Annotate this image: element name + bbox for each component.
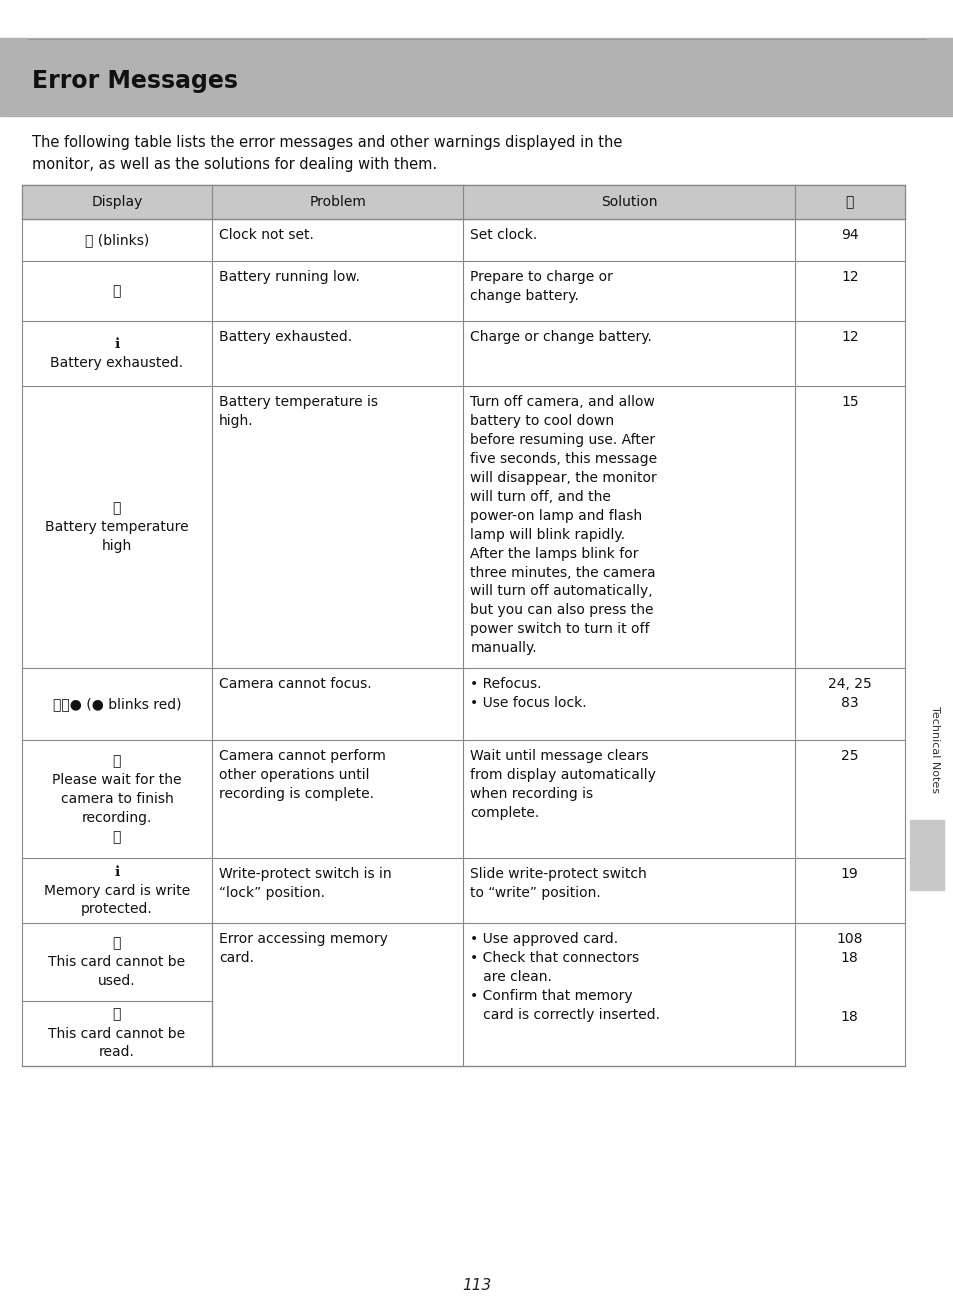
Text: ⎓: ⎓	[112, 284, 121, 298]
Text: Clock not set.: Clock not set.	[218, 229, 314, 242]
Bar	[22, 858, 904, 922]
Text: ＦＦ● (● blinks red): ＦＦ● (● blinks red)	[52, 696, 181, 711]
Text: 113: 113	[462, 1277, 491, 1293]
Text: Slide write-protect switch
to “write” position.: Slide write-protect switch to “write” po…	[470, 867, 646, 900]
Text: Problem: Problem	[309, 194, 366, 209]
Text: 24, 25
83: 24, 25 83	[827, 677, 871, 710]
Bar	[909, 820, 943, 890]
Text: Technical Notes: Technical Notes	[929, 707, 939, 794]
Text: Camera cannot focus.: Camera cannot focus.	[218, 677, 371, 691]
Text: 12: 12	[841, 269, 858, 284]
Bar	[22, 922, 904, 1001]
Text: Prepare to charge or
change battery.: Prepare to charge or change battery.	[470, 269, 613, 304]
Text: The following table lists the error messages and other warnings displayed in the: The following table lists the error mess…	[32, 135, 621, 172]
Text: ⓘ
This card cannot be
read.: ⓘ This card cannot be read.	[49, 1008, 185, 1059]
Text: Camera cannot perform
other operations until
recording is complete.: Camera cannot perform other operations u…	[218, 749, 385, 802]
Text: 15: 15	[841, 396, 858, 409]
Text: Charge or change battery.: Charge or change battery.	[470, 330, 652, 344]
Text: 108
18: 108 18	[836, 932, 862, 964]
Text: 25: 25	[841, 749, 858, 763]
Text: ⓪ (blinks): ⓪ (blinks)	[85, 233, 149, 247]
Text: ℹ
Battery exhausted.: ℹ Battery exhausted.	[51, 336, 183, 371]
Text: 12: 12	[841, 330, 858, 344]
Text: • Refocus.
• Use focus lock.: • Refocus. • Use focus lock.	[470, 677, 586, 710]
Text: ⓘ
This card cannot be
used.: ⓘ This card cannot be used.	[49, 936, 185, 988]
Bar	[0, 38, 953, 116]
Text: • Use approved card.
• Check that connectors
   are clean.
• Confirm that memory: • Use approved card. • Check that connec…	[470, 932, 659, 1022]
Text: Battery temperature is
high.: Battery temperature is high.	[218, 396, 377, 428]
Bar	[22, 740, 904, 858]
Text: ⓘ
Battery temperature
high: ⓘ Battery temperature high	[45, 501, 189, 553]
Text: Write-protect switch is in
“lock” position.: Write-protect switch is in “lock” positi…	[218, 867, 391, 900]
Bar	[22, 219, 904, 261]
Text: Battery exhausted.: Battery exhausted.	[218, 330, 352, 344]
Text: 94: 94	[841, 229, 858, 242]
Text: Display: Display	[91, 194, 142, 209]
Text: Error Messages: Error Messages	[32, 70, 237, 93]
Text: 18: 18	[840, 1010, 858, 1024]
Bar	[22, 1001, 904, 1066]
Text: Set clock.: Set clock.	[470, 229, 537, 242]
Text: Error accessing memory
card.: Error accessing memory card.	[218, 932, 387, 964]
Bar	[22, 386, 904, 668]
Bar	[22, 668, 904, 740]
Text: Turn off camera, and allow
battery to cool down
before resuming use. After
five : Turn off camera, and allow battery to co…	[470, 396, 657, 656]
Text: 19: 19	[840, 867, 858, 880]
Text: ℹ
Memory card is write
protected.: ℹ Memory card is write protected.	[44, 865, 190, 916]
Bar	[22, 185, 904, 219]
Text: ⓘ
Please wait for the
camera to finish
recording.
⧖: ⓘ Please wait for the camera to finish r…	[52, 754, 181, 844]
Text: Battery running low.: Battery running low.	[218, 269, 359, 284]
Text: Ⓡ: Ⓡ	[844, 194, 853, 209]
Text: Solution: Solution	[600, 194, 657, 209]
Text: Wait until message clears
from display automatically
when recording is
complete.: Wait until message clears from display a…	[470, 749, 656, 820]
Bar	[22, 321, 904, 386]
Bar	[22, 261, 904, 321]
